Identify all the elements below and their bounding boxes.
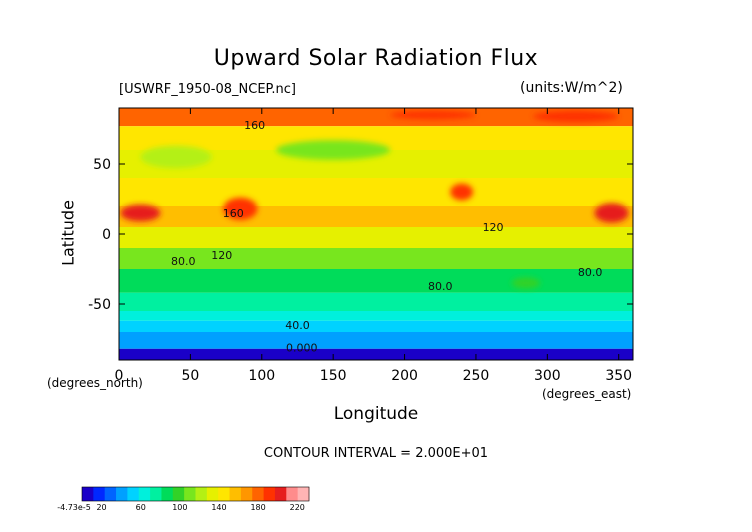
colorbar-swatch-0 xyxy=(82,487,94,501)
colorbar-swatch-10 xyxy=(195,487,208,501)
chart-title: Upward Solar Radiation Flux xyxy=(213,46,539,71)
colorbar-swatch-19 xyxy=(297,487,310,501)
contour-label-6: 80.0 xyxy=(578,266,603,279)
lat-band-4 xyxy=(119,206,633,227)
x-unit-right-label: (degrees_east) xyxy=(542,387,632,401)
x-tick-label-5: 250 xyxy=(463,368,490,384)
y-tick-label-0: 50 xyxy=(93,157,111,173)
lat-band-1 xyxy=(119,126,633,150)
units-label: (units:W/m^2) xyxy=(520,80,623,96)
file-label: [USWRF_1950-08_NCEP.nc] xyxy=(119,82,296,97)
hotspot-2 xyxy=(450,183,474,201)
lat-band-11 xyxy=(119,332,633,349)
colorbar-swatch-6 xyxy=(150,487,162,501)
colorbar-swatch-11 xyxy=(206,487,219,501)
hotspot-layer xyxy=(120,110,629,289)
hotspot-5 xyxy=(390,110,476,120)
colorbar-label-0: -4.73e-5 xyxy=(57,503,91,512)
colorbar-swatch-14 xyxy=(240,487,253,501)
lat-band-6 xyxy=(119,248,633,269)
hotspot-8 xyxy=(140,145,212,169)
contour-labels: 160 160 120 120 80.0 80.0 80.0 40.0 0.000 xyxy=(171,119,602,355)
hotspot-3 xyxy=(594,203,629,223)
x-unit-left-label: (degrees_north) xyxy=(47,376,143,390)
contour-interval-text: CONTOUR INTERVAL = 2.000E+01 xyxy=(263,446,489,461)
contour-label-0: 160 xyxy=(244,119,265,132)
hotspot-4 xyxy=(533,110,619,122)
colorbar-swatch-8 xyxy=(172,487,185,501)
hotspot-7 xyxy=(511,277,541,289)
colorbar-swatch-16 xyxy=(263,487,276,501)
lat-band-3 xyxy=(119,178,633,206)
contour-label-8: 0.000 xyxy=(286,342,318,355)
x-axis-ticks: 0 50 100 150 200 250 300 350 xyxy=(115,108,632,384)
hotspot-0 xyxy=(120,204,161,222)
colorbar-frame xyxy=(81,486,310,502)
colorbar-swatch-1 xyxy=(93,487,106,501)
colorbar-swatch-5 xyxy=(138,487,151,501)
lat-band-7 xyxy=(119,269,633,293)
colorbar-swatch-15 xyxy=(252,487,265,501)
y-tick-label-1: 0 xyxy=(102,227,111,243)
lat-band-8 xyxy=(119,292,633,311)
heatmap-field xyxy=(119,108,633,360)
colorbar-label-1: 20 xyxy=(96,503,106,512)
y-tick-label-2: -50 xyxy=(88,297,111,313)
contour-label-5: 80.0 xyxy=(428,280,453,293)
x-tick-label-3: 150 xyxy=(320,368,347,384)
colorbar-swatch-17 xyxy=(274,487,287,501)
contour-label-7: 40.0 xyxy=(285,319,310,332)
hotspot-6 xyxy=(276,140,391,160)
x-tick-label-2: 100 xyxy=(248,368,275,384)
x-tick-label-1: 50 xyxy=(181,368,199,384)
colorbar-label-3: 100 xyxy=(172,503,187,512)
colorbar-swatch-4 xyxy=(127,487,140,501)
lat-band-10 xyxy=(119,320,633,332)
colorbar-swatch-3 xyxy=(116,487,128,501)
lat-band-0 xyxy=(119,108,633,127)
colorbar-label-5: 180 xyxy=(250,503,265,512)
contour-label-2: 120 xyxy=(211,249,232,262)
colorbar-label-2: 60 xyxy=(136,503,146,512)
lat-band-5 xyxy=(119,227,633,248)
y-axis-ticks: 50 0 -50 xyxy=(88,157,633,313)
lat-band-12 xyxy=(119,348,633,360)
x-axis-label: Longitude xyxy=(333,404,419,424)
colorbar-swatch-2 xyxy=(104,487,117,501)
colorbar-swatch-9 xyxy=(184,487,196,501)
lat-band-9 xyxy=(119,311,633,321)
colorbar-swatch-12 xyxy=(218,487,231,501)
colorbar-swatch-18 xyxy=(286,487,299,501)
x-tick-label-7: 350 xyxy=(605,368,632,384)
x-tick-label-0: 0 xyxy=(115,368,124,384)
contour-label-3: 120 xyxy=(483,221,504,234)
x-tick-label-6: 300 xyxy=(534,368,561,384)
colorbar-label-4: 140 xyxy=(211,503,226,512)
contour-label-1: 160 xyxy=(223,207,244,220)
colorbar-swatch-7 xyxy=(161,487,174,501)
colorbar-swatch-13 xyxy=(229,487,242,501)
colorbar-label-6: 220 xyxy=(290,503,305,512)
hotspot-1 xyxy=(223,197,258,220)
contour-label-4: 80.0 xyxy=(171,255,196,268)
x-tick-label-4: 200 xyxy=(391,368,418,384)
colorbar: -4.73e-5 20 60 100 140 180 220 xyxy=(57,486,310,512)
